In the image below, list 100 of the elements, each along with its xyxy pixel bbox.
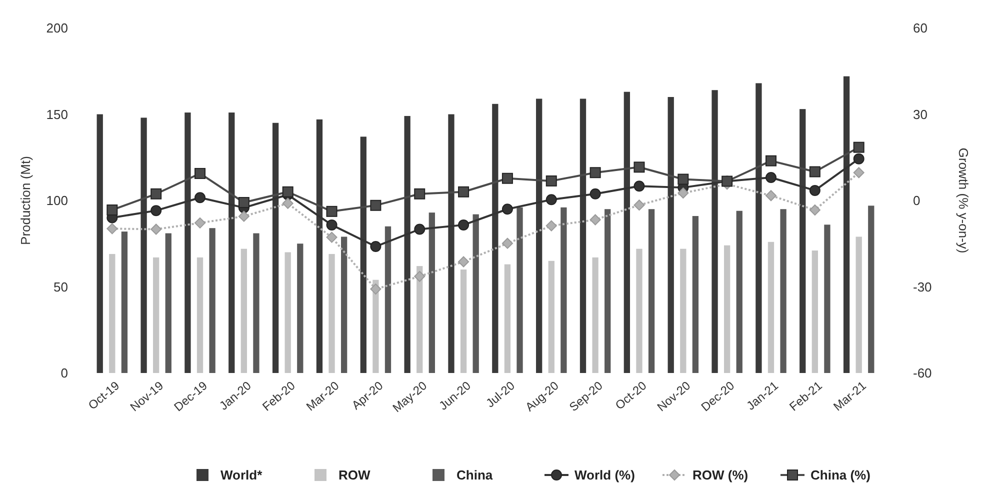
point [282, 198, 294, 209]
y2-tick-label: 0 [913, 193, 920, 208]
y2-tick-label: 60 [913, 20, 928, 36]
bar [297, 244, 304, 373]
point [326, 232, 338, 243]
point [546, 194, 557, 206]
y-tick-label: 50 [54, 279, 68, 294]
bar [868, 206, 874, 373]
point [150, 224, 162, 235]
point [238, 210, 250, 222]
bar [516, 207, 523, 373]
point [370, 200, 382, 211]
legend-label: ROW (%) [692, 468, 748, 483]
point [853, 142, 864, 153]
bar [812, 250, 818, 373]
point [765, 172, 776, 183]
bar [736, 210, 742, 373]
legend-label: World* [220, 468, 264, 483]
point [809, 166, 820, 178]
bar [680, 248, 686, 373]
bar [824, 224, 830, 373]
point [238, 197, 250, 208]
bar [472, 214, 479, 373]
bar [284, 252, 291, 373]
point [853, 167, 864, 178]
legend-label: China [456, 468, 494, 483]
y-tick-label: 200 [46, 20, 68, 36]
point [502, 172, 513, 184]
point [458, 256, 470, 268]
point [678, 174, 689, 185]
y2-tick-label: 30 [913, 106, 928, 122]
point [765, 155, 776, 166]
point [458, 186, 470, 198]
point [150, 205, 162, 216]
point [370, 241, 382, 252]
point [546, 220, 557, 232]
point [414, 224, 426, 235]
bar [165, 233, 172, 373]
point [853, 153, 864, 164]
point [370, 284, 382, 295]
point [546, 175, 557, 186]
bar [109, 254, 116, 373]
bar [196, 257, 204, 373]
y2-axis-title: Growth (% y-on-y) [956, 148, 971, 254]
point [194, 168, 206, 179]
point [502, 238, 513, 249]
bar [692, 216, 699, 373]
point [106, 223, 118, 234]
bar [780, 209, 786, 373]
y-tick-label: 0 [60, 366, 68, 381]
bar [768, 242, 774, 373]
point [502, 204, 513, 215]
y-axis-title: Production (Mt) [18, 156, 33, 245]
point [590, 167, 601, 178]
point [414, 188, 426, 200]
point [634, 180, 645, 192]
legend-label: ROW [338, 468, 371, 483]
legend-label: World (%) [574, 468, 635, 483]
bar [724, 245, 730, 373]
point [809, 204, 820, 216]
point [765, 190, 776, 202]
point [194, 217, 206, 228]
bar [209, 228, 216, 373]
bar [504, 264, 511, 373]
bar [636, 248, 642, 373]
bar [328, 254, 335, 373]
point [634, 200, 645, 211]
bar [253, 233, 260, 373]
bar [240, 248, 247, 373]
bar [560, 207, 567, 373]
bar [96, 114, 103, 373]
y2-tick-label: -30 [913, 279, 932, 294]
bar [604, 209, 611, 373]
y2-tick-label: -60 [913, 366, 932, 381]
point [590, 214, 601, 226]
point [194, 192, 206, 204]
point [414, 270, 426, 282]
bar [121, 232, 128, 373]
point [634, 162, 645, 173]
bar [153, 257, 160, 373]
bar [856, 236, 862, 373]
bar [460, 270, 467, 373]
bar [648, 209, 655, 373]
point [326, 206, 338, 217]
bar [416, 266, 423, 373]
bar [592, 257, 598, 373]
point [458, 219, 470, 230]
point [809, 184, 820, 196]
bar [372, 280, 379, 373]
bar [340, 236, 348, 373]
legend-label: China (%) [810, 468, 870, 483]
point [282, 186, 294, 198]
bar [384, 226, 392, 373]
y-tick-label: 100 [46, 193, 68, 208]
point [678, 188, 689, 199]
point [106, 204, 118, 216]
bar [548, 260, 554, 373]
point [590, 188, 601, 200]
point [326, 219, 338, 230]
bar [428, 212, 435, 373]
